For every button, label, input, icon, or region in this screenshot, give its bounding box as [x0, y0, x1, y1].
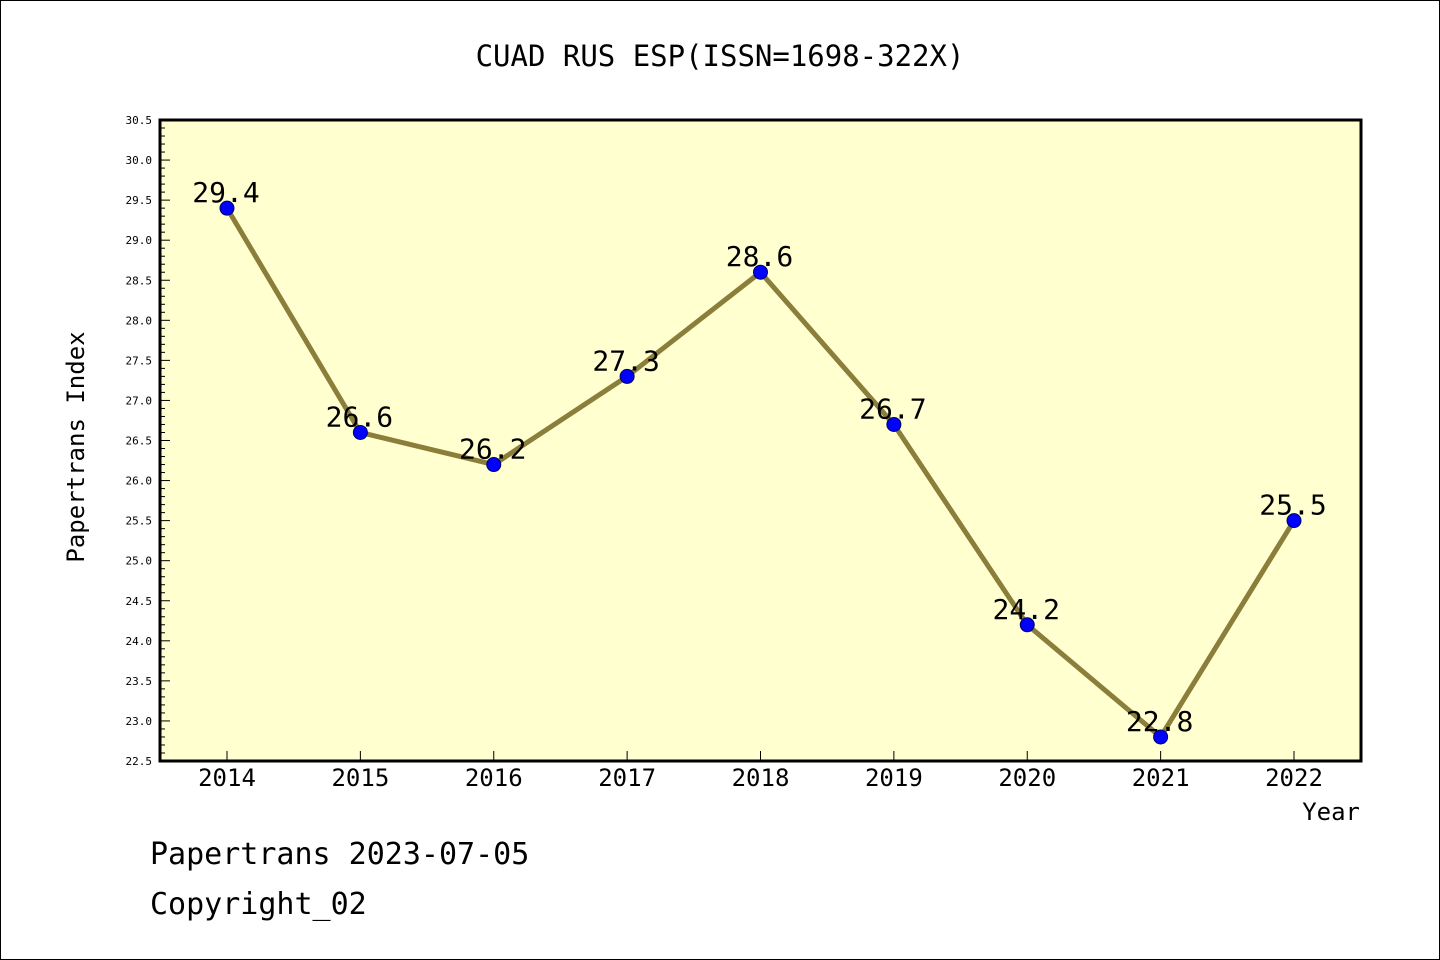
y-tick-label: 25.5	[126, 515, 153, 528]
y-tick-label: 29.5	[126, 194, 153, 207]
y-tick-label: 30.0	[126, 154, 153, 167]
y-tick-label: 25.0	[126, 555, 153, 568]
data-label: 28.6	[726, 240, 793, 273]
data-point	[219, 200, 235, 216]
data-label: 29.4	[192, 176, 259, 209]
x-tick-label: 2019	[865, 764, 923, 792]
data-label: 26.7	[859, 392, 926, 425]
footer-date-line: Papertrans 2023-07-05	[150, 837, 529, 872]
x-tick-label: 2018	[732, 764, 790, 792]
y-tick-label: 28.0	[126, 314, 153, 327]
data-point	[619, 368, 635, 384]
y-tick-label: 24.0	[126, 635, 153, 648]
x-tick-label: 2015	[331, 764, 389, 792]
data-point	[886, 416, 902, 432]
x-tick-label: 2014	[198, 764, 256, 792]
data-point	[1153, 729, 1169, 745]
y-tick-label: 23.0	[126, 715, 153, 728]
y-tick-label: 26.0	[126, 475, 153, 488]
data-label: 22.8	[1126, 705, 1193, 738]
data-point	[1286, 513, 1302, 529]
x-tick-label: 2017	[598, 764, 656, 792]
plot-area	[158, 118, 1363, 763]
y-tick-label: 26.5	[126, 435, 153, 448]
footer-copyright: Copyright_02	[150, 887, 367, 922]
data-point	[753, 264, 768, 280]
data-label: 27.3	[592, 344, 659, 377]
x-tick-label: 2016	[465, 764, 523, 792]
data-label: 25.5	[1259, 489, 1326, 522]
data-point	[352, 424, 368, 440]
y-tick-label: 28.5	[126, 274, 153, 287]
y-tick-label: 30.5	[126, 114, 153, 127]
x-tick-label: 2020	[998, 764, 1056, 792]
x-axis: 2014 2015 2016 2017 2018 2019 2020 2021 2022	[198, 751, 1323, 792]
data-label: 24.2	[993, 593, 1060, 626]
y-tick-label: 23.5	[126, 675, 153, 688]
x-tick-label: 2022	[1265, 764, 1323, 792]
data-point	[486, 457, 502, 473]
series: 29.4 26.6 26.2 27.3 28.6 26.7 24.2 22.8 25.5	[192, 176, 1327, 745]
y-tick-label: 27.0	[126, 394, 153, 407]
y-tick-label: 22.5	[126, 755, 153, 768]
x-tick-label: 2021	[1132, 764, 1190, 792]
data-point	[1019, 617, 1035, 633]
x-axis-label: Year	[1302, 798, 1360, 826]
data-label: 26.6	[326, 400, 393, 433]
y-tick-label: 27.5	[126, 354, 153, 367]
y-tick-label: 24.5	[126, 595, 153, 608]
data-label: 26.2	[459, 433, 526, 466]
y-axis-label: Papertrans Index	[62, 331, 90, 562]
y-tick-label: 29.0	[126, 234, 153, 247]
y-axis: 22.5 23.0 23.5 24.0 24.5 25.0 25.5 26.0 26.5 27.0…	[126, 114, 170, 768]
chart-title: CUAD RUS ESP(ISSN=1698-322X)	[476, 39, 965, 73]
